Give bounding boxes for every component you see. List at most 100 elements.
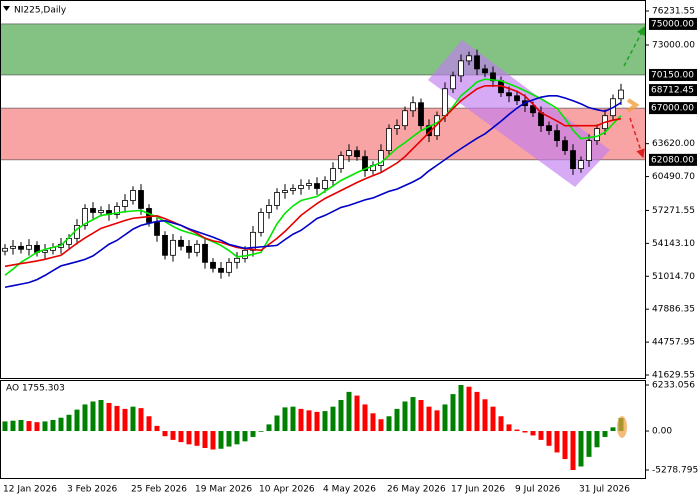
candle-body <box>122 200 128 207</box>
candle-body <box>266 205 272 213</box>
ao-bar <box>610 427 616 432</box>
ao-bar <box>370 413 376 432</box>
ao-bar <box>178 431 184 443</box>
candle-body <box>178 239 184 247</box>
y-tick-label: 73000.00 <box>652 40 695 50</box>
candle-body <box>402 110 408 127</box>
y-tick-label: 63620.00 <box>652 139 695 149</box>
candle-body <box>290 188 296 191</box>
candle-body <box>466 55 472 62</box>
ao-bar <box>66 414 72 432</box>
ao-bar <box>554 431 560 453</box>
candle-body <box>474 55 480 70</box>
level-label-box <box>649 17 697 30</box>
ao-bar <box>74 409 80 432</box>
x-tick-label: 17 Jun 2026 <box>451 485 505 495</box>
candle-body <box>322 180 328 189</box>
candle-body <box>578 160 584 169</box>
ao-bar <box>170 431 176 440</box>
level-label: 62080.00 <box>651 155 694 165</box>
ao-bar <box>426 406 432 432</box>
candle-body <box>506 92 512 97</box>
ao-bar <box>314 411 320 432</box>
ao-bar <box>226 431 232 447</box>
ao-bar <box>474 391 480 432</box>
axis: 76231.55 73000.00 63620.00 60490.70 57271.55… <box>3 6 698 494</box>
candle-body <box>314 183 320 189</box>
ao-bar <box>194 431 200 446</box>
candle-body <box>562 140 568 152</box>
candle-body <box>138 190 144 209</box>
candle-body <box>98 210 104 213</box>
ao-bar <box>258 431 264 432</box>
candle-body <box>114 206 120 215</box>
ao-bar <box>130 406 136 432</box>
candle-body <box>274 192 280 206</box>
ao-bar <box>34 422 40 432</box>
ao-bar <box>538 431 544 440</box>
candle-body <box>418 102 424 127</box>
ao-bar <box>522 431 528 433</box>
ao-bar <box>290 406 296 432</box>
level-label-box <box>649 153 697 166</box>
ao-bar <box>162 431 168 437</box>
candle-body <box>170 239 176 256</box>
ao-bar <box>338 400 344 432</box>
candle-body <box>450 75 456 90</box>
ao-bar <box>498 416 504 432</box>
ao-bar <box>186 431 192 445</box>
candle-body <box>250 231 256 251</box>
candle-body <box>354 150 360 158</box>
candle-body <box>258 212 264 233</box>
ma-line <box>4 84 622 268</box>
ao-highlight <box>617 416 627 438</box>
ao-bar <box>442 404 448 432</box>
ao-bar <box>146 416 152 432</box>
ao-bar <box>218 431 224 449</box>
candle-body <box>282 190 288 193</box>
candle-body <box>26 244 32 250</box>
ao-bar <box>322 411 328 432</box>
level-label-box <box>649 84 697 97</box>
candle-body <box>330 168 336 181</box>
ao-bar <box>26 421 32 432</box>
ao-bar <box>90 401 96 432</box>
ao-bar <box>138 408 144 432</box>
candle-body <box>82 208 88 226</box>
candle-body <box>442 88 448 117</box>
ao-bar <box>594 431 600 448</box>
x-tick-label: 31 Jul 2026 <box>579 485 630 495</box>
ao-bar <box>490 406 496 432</box>
x-tick-label: 3 Feb 2026 <box>67 485 118 495</box>
candle-body <box>194 243 200 253</box>
ao-bar <box>570 431 576 471</box>
x-tick-label: 26 May 2026 <box>387 485 446 495</box>
level-label-box <box>649 68 697 81</box>
candle-body <box>162 235 168 256</box>
y-tick-label: 44757.95 <box>652 338 695 348</box>
ao-bar <box>50 419 56 432</box>
menu-triangle <box>3 6 10 11</box>
candle-body <box>378 150 384 166</box>
level-label: 70150.00 <box>651 70 694 80</box>
candle-body <box>530 105 536 114</box>
ao-bar <box>578 431 584 467</box>
candle-body <box>218 267 224 273</box>
ma-line <box>4 78 622 276</box>
x-tick-label: 25 Feb 2026 <box>131 485 187 495</box>
ao-bar <box>106 402 112 432</box>
ao-bar <box>58 417 64 432</box>
candle-body <box>618 89 624 100</box>
candle-body <box>2 247 8 252</box>
y-tick-label: 51014.70 <box>652 272 695 282</box>
candle-body <box>18 245 24 250</box>
ao-bar <box>330 406 336 432</box>
ao-bar <box>154 425 160 432</box>
y-tick-label: 47886.35 <box>652 305 695 315</box>
ao-bar <box>274 415 280 432</box>
candle-body <box>186 245 192 253</box>
ao-bar <box>410 397 416 432</box>
candle-body <box>154 222 160 236</box>
